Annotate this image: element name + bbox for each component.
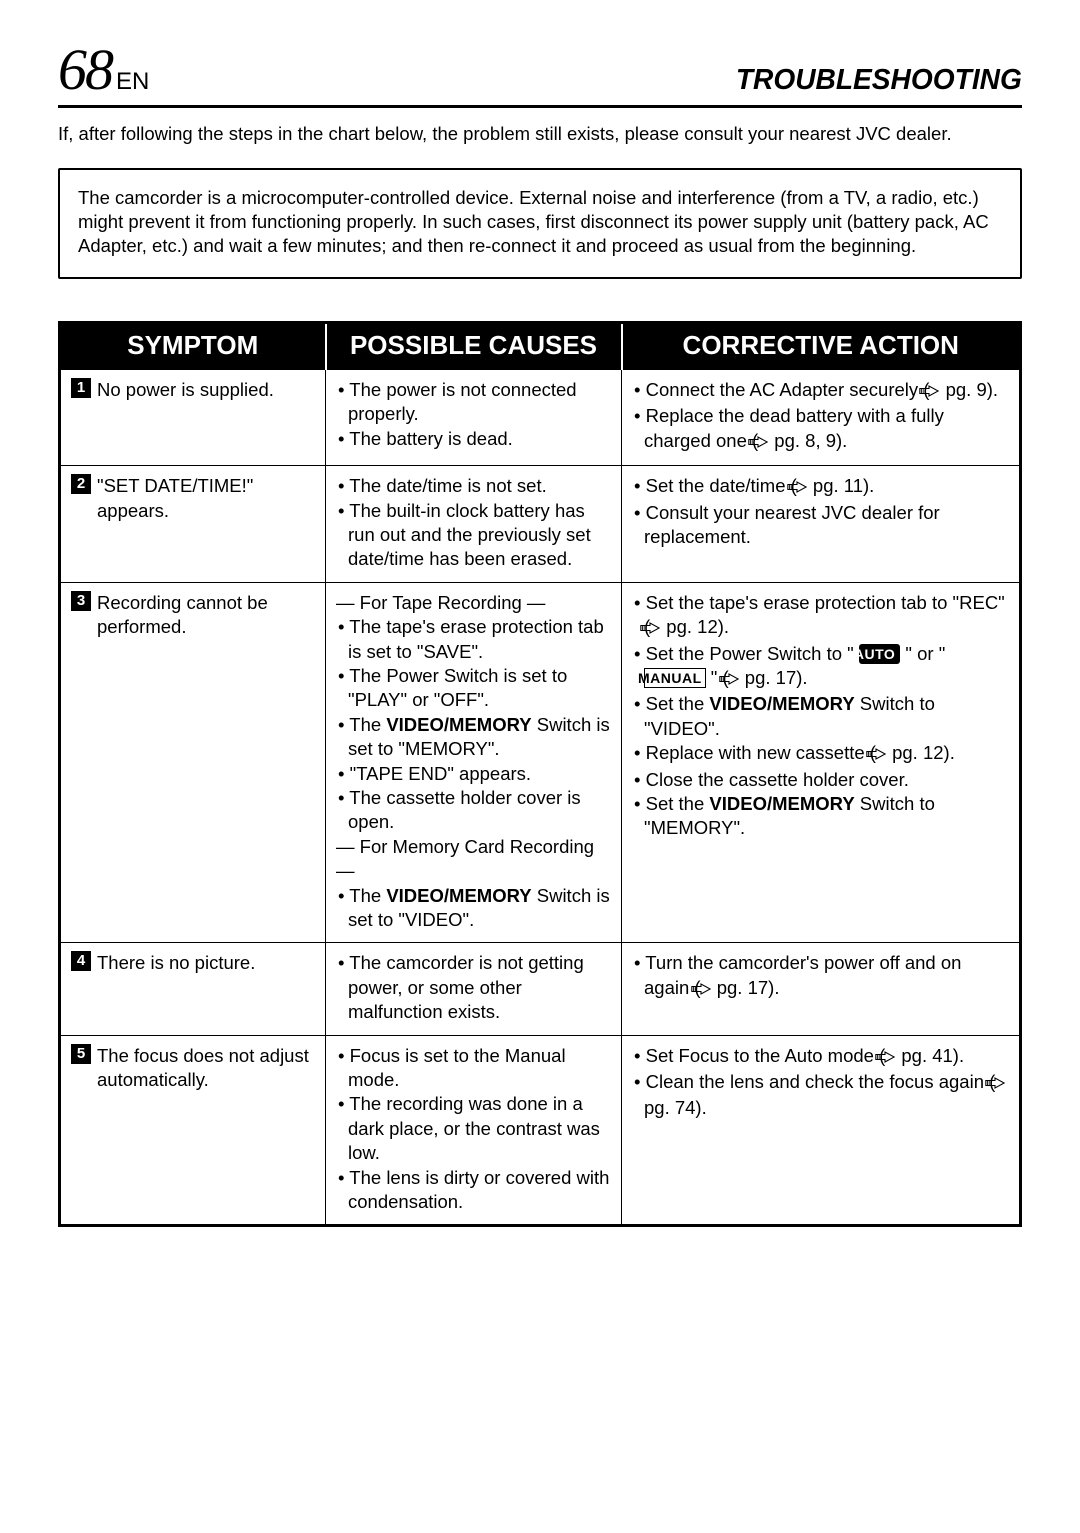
row-number-badge: 2 — [71, 474, 91, 494]
table-row: 5 The focus does not adjust automatically… — [60, 1035, 1021, 1226]
symptom-cell: 5 The focus does not adjust automatically… — [60, 1035, 326, 1226]
header-symptom: Symptom — [60, 322, 326, 369]
causes-cell: The power is not connected properly.The … — [326, 369, 622, 465]
causes-cell: The date/time is not set.The built-in cl… — [326, 466, 622, 583]
note-text: The camcorder is a microcomputer-control… — [78, 187, 989, 257]
note-box: The camcorder is a microcomputer-control… — [58, 168, 1022, 279]
header-action: Corrective Action — [622, 322, 1021, 369]
symptom-cell: 2 "SET DATE/TIME!" appears. — [60, 466, 326, 583]
troubleshooting-table: Symptom Possible Causes Corrective Actio… — [58, 321, 1022, 1228]
action-cell: Set the date/time ( pg. 11).Consult your… — [622, 466, 1021, 583]
row-number-badge: 1 — [71, 378, 91, 398]
row-number-badge: 3 — [71, 591, 91, 611]
action-cell: Connect the AC Adapter securely ( pg. 9)… — [622, 369, 1021, 465]
symptom-text: Recording cannot be performed. — [97, 591, 315, 640]
page-header: 68 EN TROUBLESHOOTING — [58, 36, 1022, 108]
causes-cell: Focus is set to the Manual mode.The reco… — [326, 1035, 622, 1226]
table-row: 4 There is no picture. The camcorder is no… — [60, 943, 1021, 1035]
table-row: 1 No power is supplied. The power is not c… — [60, 369, 1021, 465]
header-causes: Possible Causes — [326, 322, 622, 369]
row-number-badge: 4 — [71, 951, 91, 971]
table-row: 2 "SET DATE/TIME!" appears.The date/time … — [60, 466, 1021, 583]
symptom-cell: 3 Recording cannot be performed. — [60, 582, 326, 943]
symptom-text: There is no picture. — [97, 951, 315, 975]
row-number-badge: 5 — [71, 1044, 91, 1064]
action-cell: Set the tape's erase protection tab to "… — [622, 582, 1021, 943]
causes-cell: — For Tape Recording —The tape's erase p… — [326, 582, 622, 943]
causes-cell: The camcorder is not getting power, or s… — [326, 943, 622, 1035]
intro-text: If, after following the steps in the cha… — [58, 122, 1022, 146]
language-code: EN — [116, 68, 149, 96]
section-title: TROUBLESHOOTING — [736, 64, 1022, 97]
symptom-text: No power is supplied. — [97, 378, 315, 402]
page-number: 68 — [58, 36, 112, 103]
symptom-text: "SET DATE/TIME!" appears. — [97, 474, 315, 523]
page-number-block: 68 EN — [58, 36, 149, 103]
table-body: 1 No power is supplied. The power is not c… — [60, 369, 1021, 1226]
action-cell: Set Focus to the Auto mode ( pg. 41).Cle… — [622, 1035, 1021, 1226]
symptom-cell: 1 No power is supplied. — [60, 369, 326, 465]
symptom-cell: 4 There is no picture. — [60, 943, 326, 1035]
action-cell: Turn the camcorder's power off and on ag… — [622, 943, 1021, 1035]
table-row: 3 Recording cannot be performed.— For Tap… — [60, 582, 1021, 943]
symptom-text: The focus does not adjust automatically. — [97, 1044, 315, 1093]
